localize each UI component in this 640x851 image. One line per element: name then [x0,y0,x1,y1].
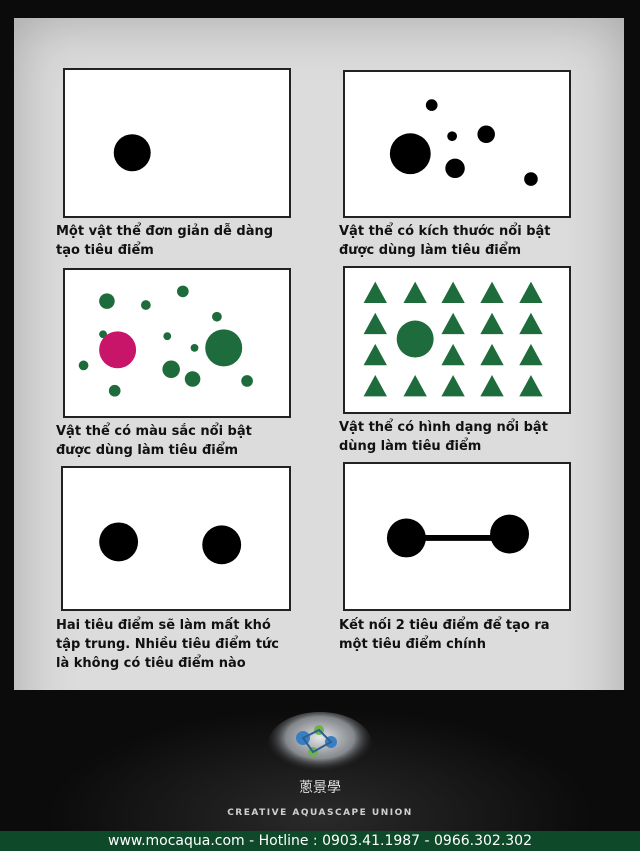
contact-text[interactable]: www.mocaqua.com - Hotline : 0903.41.1987… [108,833,532,849]
large-focal-dot [389,133,431,175]
green-triangle [441,312,465,335]
green-triangle [441,343,465,366]
green-triangle [480,343,504,366]
green-triangle [363,343,387,366]
contact-bar: www.mocaqua.com - Hotline : 0903.41.1987… [0,831,640,851]
panel-shape-contrast [343,266,571,414]
green-triangle [363,281,387,304]
green-triangle [519,375,543,397]
green-dot [241,375,253,387]
caption-color-contrast: Vật thể có màu sắc nổi bật được dùng làm… [56,424,252,458]
small-dot [524,172,538,186]
green-triangle [403,375,427,397]
small-dot [477,125,495,144]
connected-dots-illustration [386,514,530,558]
focal-dot-right [490,514,530,554]
green-dot [184,371,201,387]
panel-color-contrast [63,268,291,418]
green-dot [163,332,172,341]
magenta-focal-dot [99,331,137,369]
small-dot [425,99,438,111]
green-triangle [363,375,387,397]
green-dot [177,285,189,298]
green-dot [140,300,151,310]
green-triangle [480,281,504,304]
size-contrast-illustration [389,99,538,186]
large-green-dot [205,329,243,367]
green-dot [212,311,222,322]
logo-characters: 蔥景學 [299,780,341,796]
green-triangle [441,281,465,304]
panel-single-dot [63,68,291,218]
color-contrast-illustration [78,285,253,397]
caption-connected-dots: Kết nối 2 tiêu điểm để tạo ra một tiêu đ… [339,618,550,652]
panel-two-dots [61,466,291,611]
green-dot [162,360,180,379]
green-triangle [519,312,543,335]
two-dots-illustration [99,522,242,565]
focal-dot-right [202,525,242,565]
green-dot [99,293,115,309]
green-triangle [519,343,543,366]
panel-size-contrast [343,70,571,218]
green-dot [190,343,199,352]
caption-two-dots: Hai tiêu điểm sẽ làm mất khó tập trung. … [56,618,280,671]
org-name: CREATIVE AQUASCAPE UNION [227,808,413,818]
green-dot [78,360,89,371]
caption-size-contrast: Vật thể có kích thước nổi bật được dùng … [339,224,551,258]
caption-shape-contrast: Vật thể có hình dạng nổi bật dùng làm ti… [339,420,548,454]
green-dot [108,384,121,397]
green-triangle [480,375,504,397]
focal-dot-left [99,522,139,562]
green-circle-focal [396,320,434,358]
green-triangle [519,281,543,304]
panel-connected-dots [343,462,571,611]
focal-dot-left [386,518,426,558]
small-dot [445,158,465,179]
small-dot [447,131,457,142]
caption-single-dot: Một vật thể đơn giản dễ dàng tạo tiêu đi… [56,224,274,258]
green-triangle [480,312,504,335]
single-dot-illustration [113,134,151,172]
green-triangle [441,375,465,397]
green-triangle [403,281,427,304]
green-dot [99,330,107,339]
creative-aquascape-union-logo: 蔥景學 [268,712,372,796]
green-triangle [363,312,387,335]
shape-contrast-illustration [363,281,543,397]
focal-dot [113,134,151,172]
